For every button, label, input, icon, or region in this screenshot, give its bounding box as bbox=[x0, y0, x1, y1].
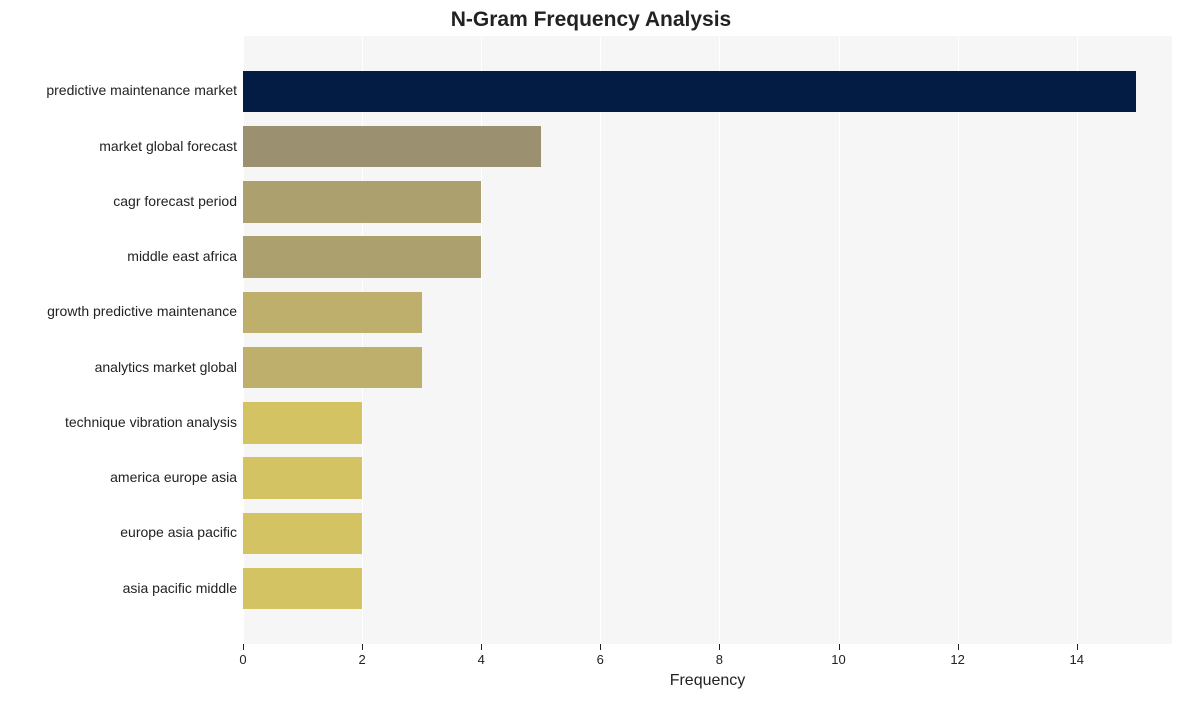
bar bbox=[243, 71, 1136, 112]
y-axis-label: america europe asia bbox=[110, 469, 237, 485]
x-gridline bbox=[839, 36, 840, 644]
x-tick-mark bbox=[362, 644, 363, 650]
x-tick-mark bbox=[719, 644, 720, 650]
x-tick-mark bbox=[243, 644, 244, 650]
x-tick-label: 4 bbox=[478, 652, 485, 667]
row-band bbox=[243, 395, 1172, 450]
x-gridline bbox=[719, 36, 720, 644]
x-tick-label: 10 bbox=[831, 652, 845, 667]
x-gridline bbox=[958, 36, 959, 644]
y-axis-label: predictive maintenance market bbox=[46, 82, 237, 98]
x-tick-label: 12 bbox=[950, 652, 964, 667]
y-axis-label: market global forecast bbox=[99, 138, 237, 154]
bar bbox=[243, 347, 422, 388]
x-tick-mark bbox=[839, 644, 840, 650]
x-tick-label: 0 bbox=[239, 652, 246, 667]
y-axis-label: asia pacific middle bbox=[123, 580, 237, 596]
bar bbox=[243, 126, 541, 167]
x-tick-mark bbox=[1077, 644, 1078, 650]
x-tick-label: 2 bbox=[358, 652, 365, 667]
y-axis-label: europe asia pacific bbox=[120, 524, 237, 540]
x-tick-mark bbox=[958, 644, 959, 650]
x-axis-title: Frequency bbox=[670, 672, 746, 690]
y-axis-label: cagr forecast period bbox=[113, 193, 237, 209]
x-tick-label: 14 bbox=[1069, 652, 1083, 667]
x-tick-mark bbox=[481, 644, 482, 650]
row-band-pad bbox=[243, 36, 1172, 64]
y-axis-label: middle east africa bbox=[127, 248, 237, 264]
bar bbox=[243, 457, 362, 498]
x-gridline bbox=[1077, 36, 1078, 644]
bar bbox=[243, 513, 362, 554]
row-band-pad bbox=[243, 616, 1172, 644]
chart-title: N-Gram Frequency Analysis bbox=[0, 8, 1182, 32]
bar bbox=[243, 402, 362, 443]
row-band bbox=[243, 506, 1172, 561]
x-tick-mark bbox=[600, 644, 601, 650]
y-axis-label: analytics market global bbox=[95, 359, 237, 375]
x-gridline bbox=[600, 36, 601, 644]
y-axis-label: growth predictive maintenance bbox=[47, 303, 237, 319]
row-band bbox=[243, 561, 1172, 616]
plot-area bbox=[243, 36, 1172, 644]
bar bbox=[243, 236, 481, 277]
x-tick-label: 6 bbox=[597, 652, 604, 667]
bar bbox=[243, 292, 422, 333]
y-axis-label: technique vibration analysis bbox=[65, 414, 237, 430]
x-tick-label: 8 bbox=[716, 652, 723, 667]
row-band bbox=[243, 451, 1172, 506]
bar bbox=[243, 181, 481, 222]
bar bbox=[243, 568, 362, 609]
